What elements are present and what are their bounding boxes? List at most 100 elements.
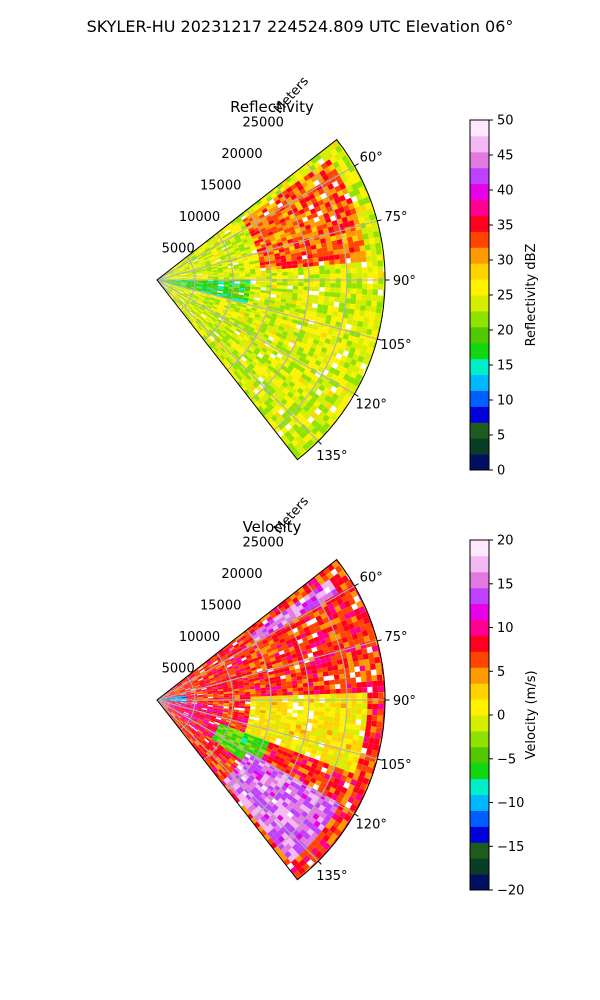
data-cell [248, 661, 255, 667]
data-cell [378, 739, 386, 747]
data-cell [162, 706, 167, 711]
data-cell [245, 248, 252, 253]
data-cell [244, 243, 250, 248]
data-cell [252, 761, 259, 768]
data-cell [283, 747, 290, 753]
data-cell [285, 639, 292, 645]
data-cell [361, 714, 367, 721]
data-cell [335, 707, 341, 713]
data-cell [357, 368, 365, 376]
data-cell [192, 298, 198, 303]
data-cell [290, 603, 298, 611]
data-cell [319, 638, 327, 645]
data-cell [228, 758, 235, 764]
data-cell [291, 377, 299, 385]
data-cell [366, 226, 373, 234]
data-cell [303, 266, 309, 271]
data-cell [354, 246, 361, 253]
data-cell [303, 702, 309, 707]
data-cell [205, 726, 212, 731]
data-cell [292, 709, 298, 714]
data-cell [206, 267, 213, 271]
data-cell [305, 598, 313, 606]
data-cell [234, 694, 240, 698]
data-cell [186, 285, 192, 287]
data-cell [193, 306, 199, 311]
data-cell [229, 345, 235, 351]
data-cell [218, 325, 225, 330]
data-cell [174, 707, 180, 710]
data-cell [232, 364, 239, 371]
data-cell [298, 821, 306, 829]
data-cell [173, 708, 179, 712]
data-cell [274, 720, 281, 725]
data-cell [325, 802, 333, 811]
data-cell [312, 230, 319, 237]
data-cell [233, 688, 240, 692]
data-cell [237, 313, 244, 318]
data-cell [246, 349, 253, 355]
data-cell [180, 690, 186, 693]
data-cell [205, 295, 211, 299]
data-cell [180, 704, 187, 706]
data-cell [226, 753, 232, 759]
data-cell [334, 185, 342, 193]
data-cell [243, 229, 250, 235]
data-cell [299, 342, 307, 349]
data-cell [306, 670, 313, 675]
data-cell [305, 376, 313, 383]
grid-arc [273, 162, 348, 431]
data-cell [274, 672, 281, 678]
data-cell [194, 263, 200, 267]
data-cell [191, 675, 197, 680]
data-cell [169, 273, 175, 276]
data-cell [193, 717, 199, 721]
data-cell [234, 247, 240, 252]
data-cell [257, 781, 264, 788]
data-cell [289, 649, 297, 656]
data-cell [223, 771, 230, 777]
data-cell [349, 803, 357, 812]
data-cell [262, 199, 269, 205]
data-cell [262, 743, 269, 748]
data-cell [211, 265, 218, 268]
data-cell [259, 295, 266, 299]
data-cell [234, 703, 240, 706]
data-cell [223, 695, 230, 698]
data-cell [214, 300, 221, 304]
data-cell [362, 703, 368, 710]
data-cell [249, 688, 256, 692]
data-cell [261, 336, 268, 342]
data-cell [281, 825, 289, 833]
data-cell [254, 792, 261, 800]
data-cell [317, 366, 325, 374]
data-cell [302, 799, 310, 807]
data-cell [169, 714, 174, 719]
data-cell [245, 308, 252, 313]
data-cell [362, 698, 368, 704]
data-cell [275, 387, 283, 395]
data-cell [372, 744, 379, 751]
data-cell [247, 301, 254, 305]
data-cell [277, 340, 284, 347]
data-cell [352, 378, 360, 387]
data-cell [184, 267, 190, 270]
data-cell [367, 692, 373, 699]
data-cell [213, 694, 219, 697]
data-cell [359, 725, 366, 732]
data-cell [323, 255, 330, 261]
data-cell [233, 266, 239, 270]
data-cell [350, 677, 357, 683]
data-cell [307, 718, 314, 724]
data-cell [197, 309, 203, 314]
data-cell [180, 274, 187, 276]
data-cell [209, 719, 215, 724]
data-cell [217, 250, 224, 254]
data-cell [236, 254, 242, 258]
data-cell [347, 755, 355, 762]
data-cell [318, 214, 325, 221]
data-cell [356, 293, 362, 300]
data-cell [200, 292, 206, 296]
data-cell [316, 728, 323, 734]
data-cell [208, 301, 215, 305]
